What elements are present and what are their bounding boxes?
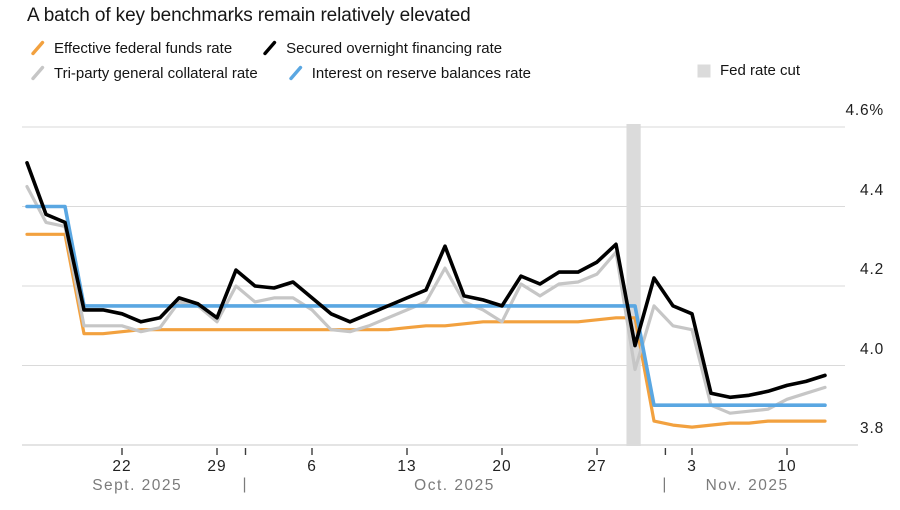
chart-legend-row-2: Tri-party general collateral rate Interes… [30, 62, 800, 84]
x-axis-label: 22 [112, 458, 132, 475]
legend-item-fed-rate-cut: Fed rate cut [696, 62, 800, 79]
month-label: Nov. 2025 [705, 477, 789, 494]
legend-item-secured-overnight-financing-rate: Secured overnight financing rate [262, 40, 502, 57]
chart-legend-row-1: Effective federal funds rate Secured over… [30, 37, 502, 59]
series-line-interest-on-reserve-balances-rate [25, 204, 827, 408]
legend-item-interest-on-reserve-balances-rate: Interest on reserve balances rate [288, 65, 531, 82]
series-line-effective-federal-funds-rate [25, 232, 827, 429]
legend-item-tri-party-general-collateral-rate: Tri-party general collateral rate [30, 65, 258, 82]
y-axis-label: 4.2 [860, 261, 884, 278]
fed-rate-cut-swatch-icon [697, 64, 711, 77]
interest-on-reserve-balances-rate-swatch-icon [289, 65, 302, 81]
legend-label: Interest on reserve balances rate [311, 64, 531, 82]
y-axis-label: 4.0 [860, 340, 884, 358]
effective-federal-funds-rate-swatch-icon [31, 40, 45, 56]
legend-label: Fed rate cut [720, 62, 801, 79]
series-line-secured-overnight-financing-rate [25, 161, 827, 400]
chart-title: A batch of key benchmarks remain relativ… [27, 5, 471, 26]
x-axis-label: 3 [687, 458, 697, 475]
series-line-tri-party-general-collateral-rate [25, 185, 827, 415]
tri-party-general-collateral-rate-swatch-icon [31, 65, 45, 81]
y-axis-label: 3.8 [860, 420, 884, 437]
month-separator: | [662, 476, 667, 493]
legend-item-effective-federal-funds-rate: Effective federal funds rate [30, 40, 232, 57]
fed-rate-cut-band [626, 124, 641, 446]
month-label: Sept. 2025 [92, 477, 183, 494]
legend-label: Effective federal funds rate [54, 39, 233, 57]
x-axis-label: 29 [207, 458, 227, 475]
x-axis-label: 10 [777, 458, 797, 475]
secured-overnight-financing-rate-swatch-icon [263, 40, 277, 56]
month-separator: | [242, 476, 247, 493]
y-axis-label: 4.6% [845, 102, 884, 119]
x-axis-label: 6 [307, 458, 317, 475]
y-axis-label: 4.4 [860, 181, 884, 199]
legend-label: Secured overnight financing rate [286, 39, 503, 57]
month-label: Oct. 2025 [414, 477, 495, 494]
x-axis-label: 20 [492, 458, 512, 475]
legend-label: Tri-party general collateral rate [54, 64, 258, 82]
x-axis-label: 27 [587, 458, 607, 475]
x-axis-label: 13 [397, 458, 417, 475]
